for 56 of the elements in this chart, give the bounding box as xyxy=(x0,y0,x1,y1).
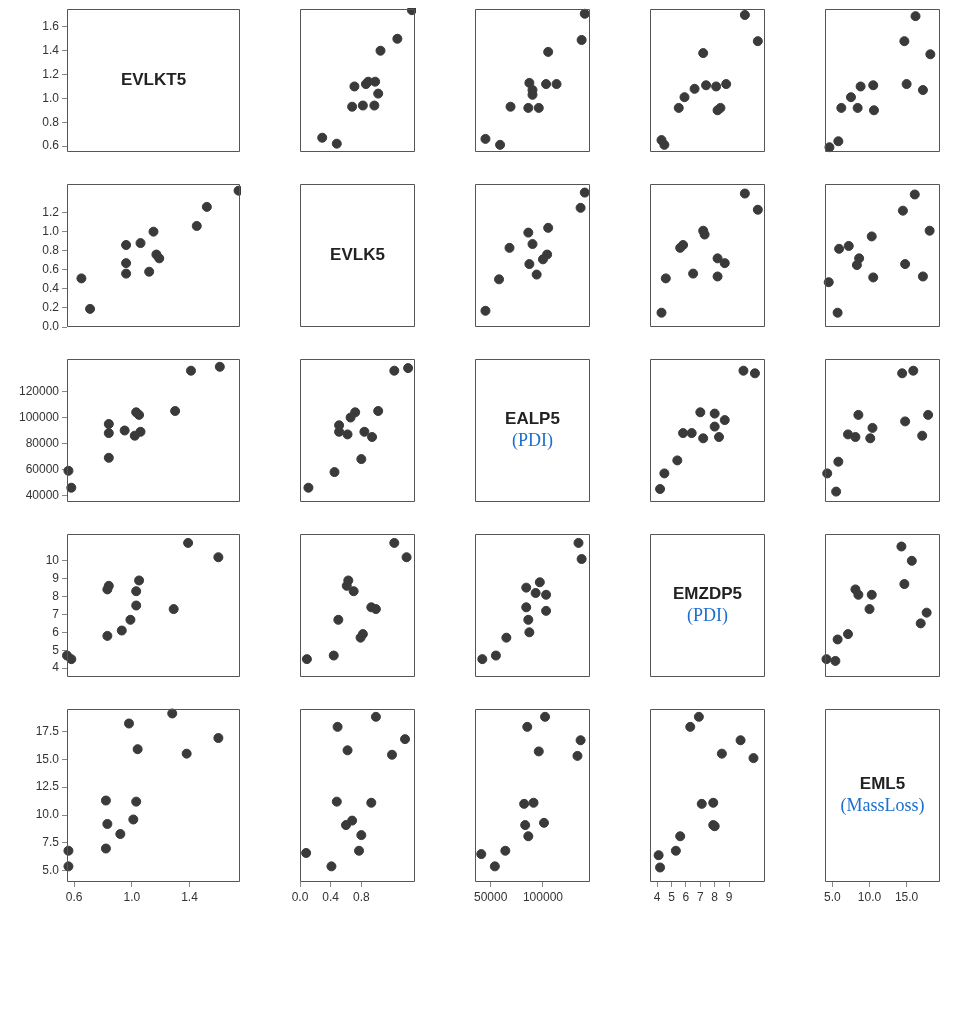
y-tick-label: 0.8 xyxy=(42,114,60,129)
text: EVLK5 xyxy=(330,245,385,265)
y-tick-label: 10.0 xyxy=(35,807,60,822)
x-tick-label: 1.4 xyxy=(181,889,199,904)
text: (PDI) xyxy=(512,430,553,452)
y-tick-label: 0.0 xyxy=(42,319,60,334)
x-tick-label: 4 xyxy=(653,889,661,904)
x-tick-label: 0.0 xyxy=(291,889,309,904)
x-tick-label: 50000 xyxy=(473,889,508,904)
y-tick-label: 5 xyxy=(52,642,60,657)
text: (MassLoss) xyxy=(840,795,925,817)
y-tick-label: 80000 xyxy=(25,435,60,450)
y-tick-label: 15.0 xyxy=(35,751,60,766)
y-tick-label: 100000 xyxy=(18,409,60,424)
y-tick-label: 0.8 xyxy=(42,243,60,258)
y-tick-label: 0.2 xyxy=(42,300,60,315)
x-tick-label: 0.6 xyxy=(65,889,83,904)
x-tick-label: 7 xyxy=(696,889,704,904)
y-tick-label: 6 xyxy=(52,624,60,639)
text: EML5 xyxy=(859,774,906,794)
x-tick-label: 100000 xyxy=(522,889,564,904)
x-tick-label: 5 xyxy=(668,889,676,904)
y-tick-label: 5.0 xyxy=(42,863,60,878)
y-tick-label: 1.4 xyxy=(42,43,60,58)
x-tick-label: 6 xyxy=(682,889,690,904)
text: EMZDP5 xyxy=(673,584,742,604)
x-tick-label: 10.0 xyxy=(857,889,882,904)
y-tick-label: 1.0 xyxy=(42,90,60,105)
y-tick-label: 7 xyxy=(52,606,60,621)
y-tick-label: 17.5 xyxy=(35,723,60,738)
y-tick-label: 120000 xyxy=(18,383,60,398)
y-tick-label: 7.5 xyxy=(42,835,60,850)
text: EALP5 xyxy=(505,409,560,429)
y-tick-label: 1.6 xyxy=(42,19,60,34)
y-tick-label: 9 xyxy=(52,571,60,585)
y-tick-label: 0.4 xyxy=(42,281,60,296)
y-tick-label: 40000 xyxy=(25,487,60,502)
y-tick-label: 4 xyxy=(52,660,60,675)
y-tick-label: 8 xyxy=(52,588,60,603)
y-tick-label: 1.2 xyxy=(42,204,60,219)
text: EVLKT5 xyxy=(120,70,187,90)
x-tick-label: 0.8 xyxy=(352,889,370,904)
y-tick-label: 1.0 xyxy=(42,223,60,238)
x-tick-label: 5.0 xyxy=(824,889,842,904)
x-tick-label: 0.4 xyxy=(322,889,340,904)
y-tick-label: 60000 xyxy=(25,461,60,476)
y-tick-label: 10 xyxy=(45,553,60,568)
x-tick-label: 15.0 xyxy=(894,889,919,904)
y-tick-label: 1.2 xyxy=(42,66,60,81)
x-tick-label: 9 xyxy=(725,889,733,904)
y-tick-label: 0.6 xyxy=(42,138,60,153)
x-tick-label: 8 xyxy=(711,889,719,904)
x-tick-label: 1.0 xyxy=(123,889,141,904)
y-tick-label: 12.5 xyxy=(35,779,60,794)
text: (PDI) xyxy=(687,605,728,627)
y-tick-label: 0.6 xyxy=(42,262,60,277)
